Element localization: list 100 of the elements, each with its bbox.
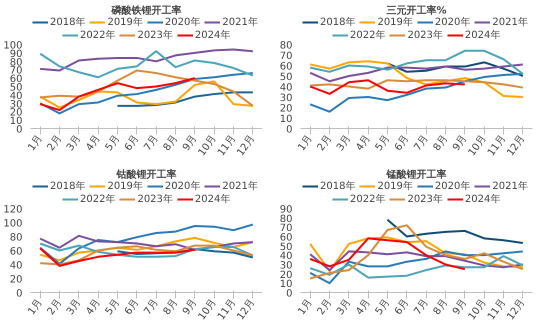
y-tick-label: 0 <box>286 124 293 136</box>
legend-label: 2020年 <box>164 16 200 29</box>
legend-label: 2021年 <box>222 180 258 193</box>
y-tick-label: 60 <box>280 62 293 72</box>
x-tick-label: 8月 <box>162 133 180 154</box>
x-tick-label: 9月 <box>180 297 200 318</box>
y-tick-label: 0 <box>286 288 293 300</box>
x-tick-label: 4月 <box>354 133 373 154</box>
line-series <box>309 63 524 82</box>
y-tick-label: 60 <box>280 232 293 244</box>
line-series <box>39 224 254 265</box>
x-tick-label: 6月 <box>122 133 142 154</box>
x-tick-label: 8月 <box>162 297 180 318</box>
line-series <box>309 224 524 280</box>
y-tick-label: 80 <box>10 232 23 244</box>
line-series <box>39 77 196 112</box>
legend-label: 2019年 <box>377 16 413 29</box>
y-tick-label: 80 <box>280 40 293 52</box>
legend-label: 2020年 <box>434 16 470 29</box>
line-series <box>39 72 254 114</box>
y-tick-label: 80 <box>280 214 293 225</box>
line-series <box>386 61 524 77</box>
x-tick-label: 5月 <box>104 297 122 318</box>
line-series <box>309 79 524 90</box>
legend-label: 2022年 <box>80 29 116 42</box>
legend-label: 2022年 <box>350 29 386 42</box>
chart-title: 钴酸锂开工率 <box>116 168 176 180</box>
y-tick-label: 90 <box>280 204 293 216</box>
chart-title: 三元开工率% <box>386 4 447 16</box>
x-tick-label: 4月 <box>84 133 103 154</box>
chart-title: 锰酸锂开工率 <box>386 168 446 180</box>
x-tick-label: 6月 <box>122 297 142 318</box>
x-tick-label: 2月 <box>46 297 64 318</box>
legend-label: 2023年 <box>137 193 173 206</box>
legend-label: 2020年 <box>434 180 470 193</box>
legend-label: 2018年 <box>50 16 86 29</box>
x-tick-label: 7月 <box>412 297 431 318</box>
x-tick-label: 1月 <box>26 297 45 318</box>
y-tick-label: 30 <box>280 260 293 272</box>
line-series <box>309 50 524 75</box>
y-tick-label: 0 <box>16 288 23 300</box>
y-tick-label: 30 <box>280 93 293 104</box>
x-tick-label: 6月 <box>392 297 412 318</box>
legend-label: 2022年 <box>350 193 386 206</box>
legend-label: 2022年 <box>80 193 116 206</box>
x-tick-label: 7月 <box>142 297 161 318</box>
x-tick-label: 1月 <box>296 133 315 154</box>
y-tick-label: 60 <box>10 246 23 258</box>
line-series <box>386 218 524 244</box>
y-tick-label: 50 <box>280 242 293 253</box>
x-tick-label: 3月 <box>334 297 354 318</box>
legend-label: 2021年 <box>222 16 258 29</box>
legend-label: 2020年 <box>164 180 200 193</box>
line-series <box>116 248 254 258</box>
legend-label: 2019年 <box>107 180 143 193</box>
legend-label: 2019年 <box>107 16 143 29</box>
legend-label: 2018年 <box>320 180 356 193</box>
legend-label: 2024年 <box>194 29 230 42</box>
legend-label: 2023年 <box>407 193 443 206</box>
x-tick-label: 5月 <box>374 133 392 154</box>
line-series <box>39 80 254 108</box>
legend-label: 2024年 <box>464 193 500 206</box>
line-series <box>116 91 254 107</box>
line-series <box>39 244 254 266</box>
line-series <box>309 250 524 272</box>
x-tick-label: 1月 <box>26 133 45 154</box>
y-tick-label: 20 <box>280 270 293 281</box>
y-tick-label: 40 <box>10 260 23 272</box>
legend-label: 2023年 <box>137 29 173 42</box>
y-tick-label: 100 <box>3 218 23 230</box>
x-tick-label: 2月 <box>46 133 64 154</box>
x-tick-label: 2月 <box>316 133 334 154</box>
x-tick-label: 3月 <box>64 133 84 154</box>
y-tick-label: 20 <box>280 104 293 114</box>
x-tick-label: 7月 <box>142 133 161 154</box>
legend-label: 2023年 <box>407 29 443 42</box>
x-tick-label: 5月 <box>374 297 392 318</box>
line-series <box>39 48 254 72</box>
y-tick-label: 40 <box>280 251 293 262</box>
line-series <box>39 70 254 107</box>
line-series <box>39 247 196 267</box>
x-tick-label: 6月 <box>392 133 412 154</box>
line-series <box>309 255 524 279</box>
line-series <box>309 79 466 95</box>
x-tick-label: 9月 <box>450 133 470 154</box>
x-tick-label: 4月 <box>354 297 373 318</box>
y-tick-label: 0 <box>16 124 23 136</box>
y-tick-label: 120 <box>3 204 23 216</box>
y-tick-label: 40 <box>280 82 293 94</box>
y-tick-label: 10 <box>280 279 293 290</box>
y-tick-label: 70 <box>280 223 293 234</box>
line-series <box>39 50 254 78</box>
x-tick-label: 2月 <box>316 297 334 318</box>
legend-label: 2018年 <box>50 180 86 193</box>
x-tick-label: 3月 <box>334 133 354 154</box>
x-tick-label: 8月 <box>432 297 450 318</box>
line-series <box>309 72 524 113</box>
legend-label: 2018年 <box>320 16 356 29</box>
x-tick-label: 8月 <box>432 133 450 154</box>
x-tick-label: 5月 <box>104 133 122 154</box>
